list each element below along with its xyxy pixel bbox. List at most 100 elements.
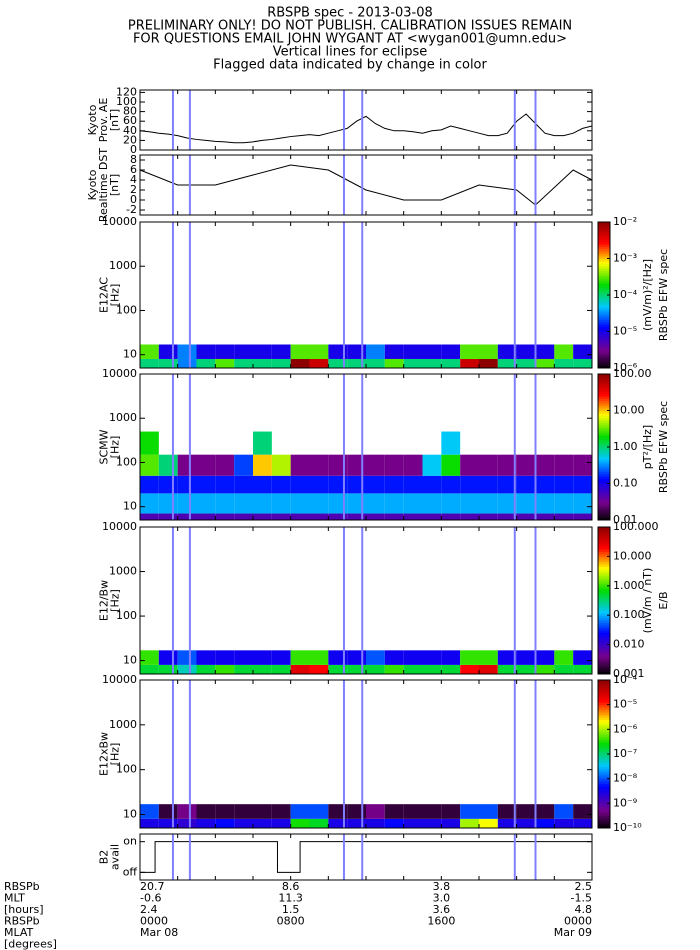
- spectrogram-cell: [441, 664, 461, 674]
- colorbar-segment: [598, 348, 610, 352]
- colorbar-segment: [598, 781, 610, 785]
- spectrogram-cell: [479, 650, 498, 665]
- colorbar-segment: [598, 534, 610, 538]
- ephemeris-value: 1600: [427, 915, 455, 928]
- colorbar-segment: [598, 451, 610, 455]
- spectrogram-cell: [384, 664, 404, 674]
- colorbar-segment: [598, 229, 610, 233]
- y-tick-label: on: [123, 835, 137, 848]
- colorbar-segment: [598, 336, 610, 340]
- spectrogram-cell: [328, 804, 348, 819]
- spectrogram-cell: [215, 650, 235, 665]
- spectrogram-cell: [479, 513, 498, 520]
- spectrogram-cell: [479, 344, 498, 359]
- spectrogram-cell: [573, 650, 592, 665]
- spectrogram-cell: [366, 650, 385, 665]
- colorbar-segment: [598, 771, 610, 775]
- colorbar-segment: [598, 669, 610, 673]
- y-tick-label: 100: [116, 455, 137, 468]
- colorbar-tick-label: 10⁻³: [613, 252, 637, 265]
- colorbar-tick-label: 10⁻⁷: [613, 747, 637, 760]
- spectrogram-cell: [271, 454, 291, 476]
- y-tick-label: 1000: [109, 259, 137, 272]
- colorbar-segment: [598, 602, 610, 606]
- colorbar-segment: [598, 818, 610, 822]
- title-line: PRELIMINARY ONLY! DO NOT PUBLISH. CALIBR…: [128, 19, 572, 34]
- spectrogram-cell: [422, 358, 442, 368]
- ephemeris-value: 4.8: [575, 903, 593, 916]
- spectrogram-cell: [403, 513, 423, 520]
- colorbar-segment: [598, 758, 610, 762]
- spectrogram-cell: [309, 650, 329, 665]
- spectrogram-cell: [290, 664, 310, 674]
- colorbar-segment: [598, 702, 610, 706]
- colorbar-segment: [598, 408, 610, 411]
- spectrogram-cell: [290, 513, 310, 520]
- spectrogram-cell: [140, 475, 159, 494]
- colorbar-segment: [598, 444, 610, 448]
- y-axis-label: [nT]: [108, 109, 121, 131]
- colorbar-segment: [598, 464, 610, 467]
- colorbar-segment: [598, 512, 610, 516]
- colorbar-segment: [598, 381, 610, 385]
- spectrogram-cell: [554, 818, 574, 828]
- colorbar-segment: [598, 265, 610, 269]
- spectrogram-cell: [196, 513, 216, 520]
- ephemeris-value: -1.5: [571, 892, 592, 905]
- colorbar-segment: [598, 331, 610, 335]
- colorbar-segment: [598, 656, 610, 660]
- colorbar-segment: [598, 346, 610, 350]
- spectrogram-cell: [215, 358, 235, 368]
- colorbar-segment: [598, 647, 610, 650]
- colorbar-segment: [598, 275, 610, 279]
- y-tick-label: 10000: [102, 673, 137, 686]
- y-tick-label: 6: [130, 163, 137, 176]
- colorbar-segment: [598, 793, 610, 797]
- spectrogram-cell: [422, 493, 442, 514]
- colorbar-segment: [598, 795, 610, 799]
- spectrogram-cell: [140, 454, 159, 476]
- colorbar-tick-label: 1.000: [613, 579, 645, 592]
- colorbar-segment: [598, 622, 610, 626]
- colorbar-segment: [598, 810, 610, 814]
- spectrogram-cell: [460, 664, 479, 674]
- spectrogram-cell: [158, 454, 178, 476]
- y-tick-label: 100: [116, 303, 137, 316]
- colorbar-segment: [598, 798, 610, 802]
- colorbar-segment: [598, 661, 610, 665]
- colorbar-segment: [598, 617, 610, 621]
- colorbar-segment: [598, 466, 610, 470]
- spectrogram-cell: [158, 818, 178, 828]
- colorbar-segment: [598, 590, 610, 594]
- spectrogram-cell: [215, 804, 235, 819]
- spectrogram-cell: [140, 818, 159, 828]
- spectrogram-cell: [366, 513, 385, 520]
- colorbar-label: E/B: [657, 591, 670, 609]
- spectrogram-cell: [309, 664, 329, 674]
- spectrogram-cell: [573, 664, 592, 674]
- colorbar-tick-label: 10⁻⁶: [613, 722, 638, 735]
- spectrogram-cell: [460, 804, 479, 819]
- spectrogram-cell: [403, 650, 423, 665]
- spectrogram-cell: [253, 344, 272, 359]
- spectrogram-cell: [328, 818, 348, 828]
- spectrogram-cell: [422, 664, 442, 674]
- spectrogram-cell: [516, 454, 536, 476]
- colorbar-segment: [598, 495, 610, 499]
- colorbar-segment: [598, 483, 610, 487]
- spectrogram-cell: [460, 818, 479, 828]
- spectrogram-cell: [573, 513, 592, 520]
- spectrogram-cell: [271, 664, 291, 674]
- spectrogram-cell: [215, 493, 235, 514]
- ephemeris-value: 3.8: [433, 880, 451, 893]
- colorbar-segment: [598, 493, 610, 497]
- y-axis-label: [Hz]: [109, 436, 122, 459]
- colorbar-label: (mV/m / nT): [641, 568, 654, 634]
- spectrogram-cell: [573, 454, 592, 476]
- spectrogram-cell: [271, 818, 291, 828]
- colorbar-segment: [598, 239, 610, 242]
- spectrogram-cell: [309, 513, 329, 520]
- colorbar-segment: [598, 664, 610, 668]
- y-tick-label: 10: [123, 500, 137, 513]
- colorbar-segment: [598, 654, 610, 658]
